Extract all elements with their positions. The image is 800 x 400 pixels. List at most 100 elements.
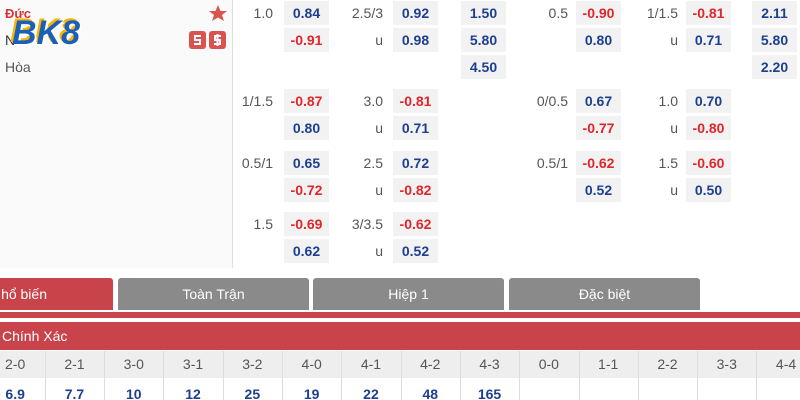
col-divider [163,351,165,400]
odds-box[interactable]: -0.62 [576,151,621,175]
score-odds[interactable]: 10 [125,386,142,400]
score-odds[interactable]: 25 [244,386,261,400]
odds-box[interactable]: 4.50 [461,55,506,79]
score-label: 4-1 [360,356,382,372]
score-label: 4-0 [301,356,322,372]
score-odds[interactable]: 6.9 [5,386,25,400]
score-label: 4-4 [775,356,797,372]
col-divider [578,351,580,400]
odds-box[interactable]: 2.20 [752,55,797,79]
odds-box[interactable]: -0.91 [284,28,329,52]
odds-box[interactable]: 0.67 [576,89,621,113]
icons[interactable] [189,31,229,49]
score-header-row [0,351,800,378]
score-odds[interactable]: 12 [185,386,201,400]
line-label: u [670,182,678,198]
odds-box[interactable]: -0.81 [686,1,731,25]
line-label: 1.0 [658,93,678,109]
odds-box[interactable]: -0.90 [576,1,621,25]
odds-box[interactable]: 2.11 [752,1,797,25]
score-odds[interactable]: 19 [303,386,320,400]
odds-box[interactable]: -0.77 [576,116,621,140]
tab[interactable]: Hiệp 1 [313,278,504,310]
odds-box[interactable]: -0.80 [686,116,731,140]
col-divider [222,351,224,400]
line-label: u [375,32,383,48]
score-odds[interactable]: 7.7 [64,386,85,400]
col-divider [697,351,699,400]
score-label: 1-1 [598,356,619,372]
odds-box[interactable]: -0.81 [393,89,438,113]
odds-box[interactable]: 0.52 [576,178,621,202]
odds-box[interactable]: 0.72 [393,151,438,175]
line-label: 1/1.5 [241,93,273,109]
odds-box[interactable]: 0.80 [284,116,329,140]
line-label: 0.5/1 [241,155,273,171]
odds-box[interactable]: -0.82 [393,178,438,202]
line-label: 2.5/3 [351,5,383,21]
logo: BK8 [12,14,81,52]
odds-box[interactable]: 1.50 [461,1,506,25]
odds-box[interactable]: -0.60 [686,151,731,175]
odds-box[interactable]: 0.80 [576,28,621,52]
line-label: 3.0 [363,93,383,109]
odds-box[interactable]: 0.92 [393,1,438,25]
col-divider [341,351,343,400]
line-label: 1.5 [658,155,678,171]
line-label: u [375,120,383,136]
odds-box[interactable]: -0.87 [284,89,329,113]
score-label: 3-2 [242,356,263,372]
col-divider [44,351,46,400]
odds-box[interactable]: -0.72 [284,178,329,202]
line-label: 0/0.5 [536,93,568,109]
odds-box[interactable]: 0.62 [284,239,329,263]
odds-box[interactable]: 5.80 [461,28,506,52]
score-label: 2-2 [657,356,678,372]
line-label: 0.5/1 [536,155,568,171]
score-label: 3-0 [123,356,144,372]
odds-box[interactable]: 0.50 [686,178,731,202]
score-label: 3-1 [182,356,204,372]
section-header: Chính Xác [0,322,800,350]
score-label: 0-0 [538,356,559,372]
col-divider [104,351,106,400]
star-icon[interactable] [208,4,228,22]
draw-label: Hòa [5,59,31,75]
line-label: u [670,120,678,136]
odds-box[interactable]: 5.80 [752,28,797,52]
score-odds[interactable]: 165 [477,386,502,400]
line-label: u [670,32,678,48]
divider [232,0,233,268]
odds-box[interactable]: -0.62 [393,212,438,236]
odds-box[interactable]: 0.65 [284,151,329,175]
odds-box[interactable]: 0.84 [284,1,329,25]
odds-box[interactable]: 0.71 [393,116,438,140]
line-label: 2.5 [363,155,383,171]
home-team: Đức [5,6,32,21]
tab-underline [0,312,800,318]
score-odds[interactable]: 48 [422,386,439,400]
score-label: 4-3 [479,356,500,372]
line-label: u [375,243,383,259]
score-odds[interactable]: 22 [363,386,379,400]
tab[interactable]: hổ biến [0,278,113,310]
score-label: 4-2 [420,356,441,372]
line-label: 0.5 [548,5,568,21]
odds-box[interactable]: 0.98 [393,28,438,52]
line-label: 1.5 [253,216,273,232]
line-label: 1.0 [253,5,273,21]
col-divider [756,351,758,400]
odds-box[interactable]: 0.52 [393,239,438,263]
line-label: u [375,182,383,198]
score-label: 2-1 [64,356,85,372]
col-divider [400,351,402,400]
col-divider [519,351,521,400]
col-divider [637,351,639,400]
tab[interactable]: Đặc biệt [509,278,700,310]
odds-box[interactable]: -0.69 [284,212,329,236]
score-label: 3-3 [716,356,737,372]
odds-box[interactable]: 0.70 [686,89,731,113]
odds-box[interactable]: 0.71 [686,28,731,52]
tab[interactable]: Toàn Trận [118,278,309,310]
away-team: N [5,32,16,48]
